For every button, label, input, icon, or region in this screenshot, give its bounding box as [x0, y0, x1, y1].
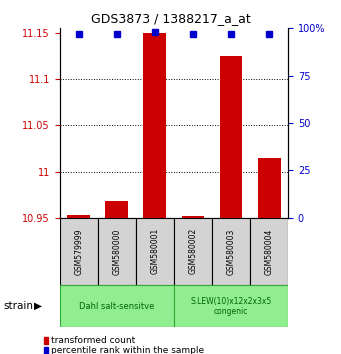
Bar — [181, 216, 204, 218]
Bar — [144, 33, 166, 218]
Text: GSM580003: GSM580003 — [226, 228, 236, 275]
Text: Dahl salt-sensitve: Dahl salt-sensitve — [79, 302, 154, 311]
Bar — [174, 285, 288, 327]
Text: S.LEW(10)x12x2x3x5
congenic: S.LEW(10)x12x2x3x5 congenic — [190, 297, 272, 316]
Bar — [174, 218, 212, 285]
Text: percentile rank within the sample: percentile rank within the sample — [51, 346, 205, 354]
Bar — [136, 218, 174, 285]
Text: GSM580000: GSM580000 — [112, 228, 121, 275]
Text: GSM579999: GSM579999 — [74, 228, 83, 275]
Text: ▶: ▶ — [33, 301, 42, 311]
Bar — [220, 56, 242, 218]
Text: GSM580004: GSM580004 — [265, 228, 273, 275]
Text: GSM580001: GSM580001 — [150, 228, 159, 274]
Bar — [105, 201, 128, 218]
Bar — [60, 218, 98, 285]
Bar — [212, 218, 250, 285]
Bar — [67, 215, 90, 218]
Bar — [258, 158, 281, 218]
Text: strain: strain — [3, 301, 33, 311]
Text: transformed count: transformed count — [51, 336, 136, 345]
Text: GSM580002: GSM580002 — [189, 228, 197, 274]
Bar — [250, 218, 288, 285]
Bar — [60, 285, 174, 327]
Bar — [98, 218, 136, 285]
Text: GDS3873 / 1388217_a_at: GDS3873 / 1388217_a_at — [91, 12, 250, 25]
